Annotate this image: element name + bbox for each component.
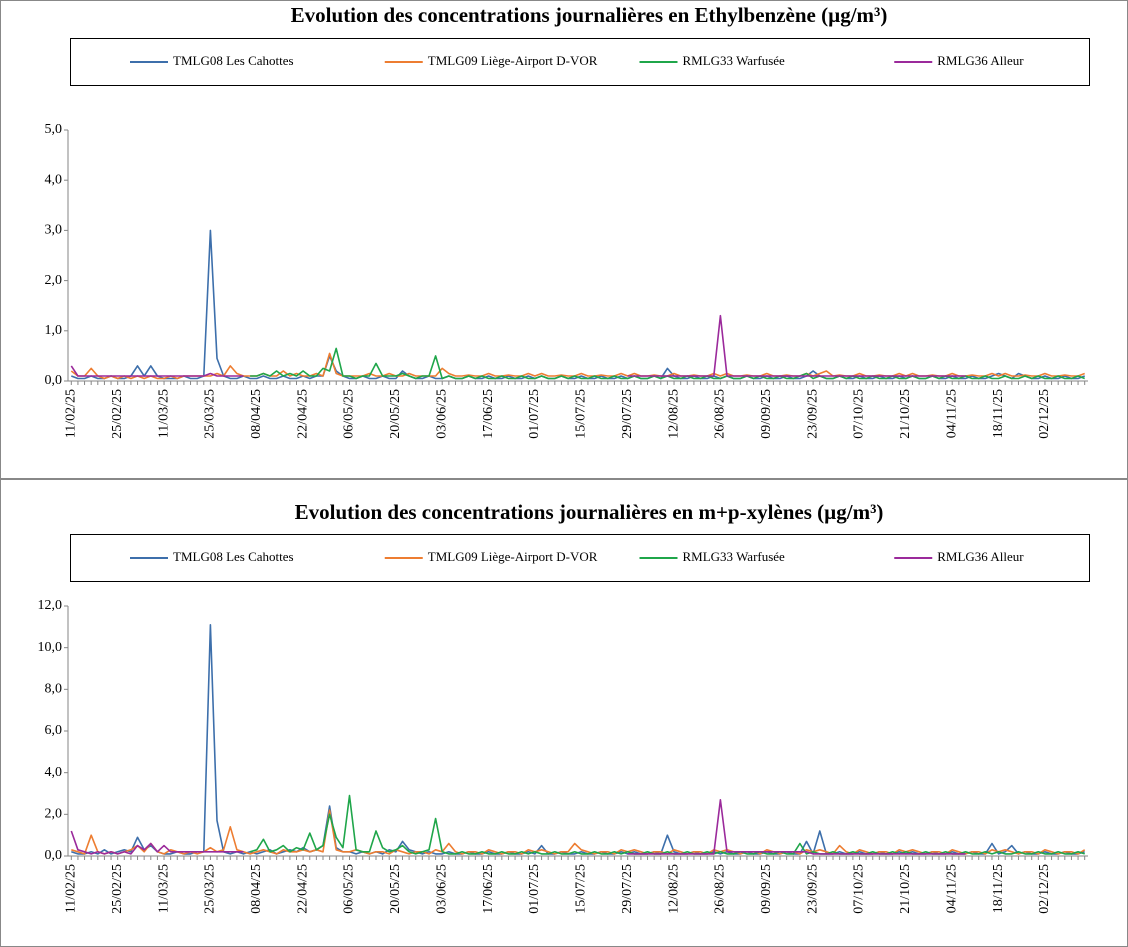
legend-label: TMLG09 Liège-Airport D-VOR xyxy=(428,53,598,68)
legend-label: RMLG33 Warfusée xyxy=(683,549,786,564)
x-tick-label: 23/09/25 xyxy=(805,864,820,914)
x-tick-label: 26/08/25 xyxy=(713,389,728,439)
x-tick-label: 09/09/25 xyxy=(759,864,774,914)
x-tick-label: 04/11/25 xyxy=(944,389,959,438)
legend-label: RMLG33 Warfusée xyxy=(683,53,786,68)
x-tick-label: 08/04/25 xyxy=(249,389,264,439)
legend-label: RMLG36 Alleur xyxy=(937,549,1024,564)
chart-title: Evolution des concentrations journalière… xyxy=(291,3,888,27)
x-tick-label: 02/12/25 xyxy=(1037,389,1052,439)
y-tick-label: 6,0 xyxy=(45,723,63,738)
y-tick-label: 1,0 xyxy=(45,323,63,338)
x-tick-label: 11/02/25 xyxy=(64,864,79,913)
x-tick-label: 09/09/25 xyxy=(759,389,774,439)
series-line xyxy=(70,799,966,855)
x-tick-label: 15/07/25 xyxy=(574,864,589,914)
y-tick-label: 0,0 xyxy=(45,848,63,863)
x-tick-label: 07/10/25 xyxy=(852,864,867,914)
series-line xyxy=(249,794,1085,855)
x-tick-label: 25/03/25 xyxy=(203,389,218,439)
x-tick-label: 25/02/25 xyxy=(110,389,125,439)
series-line xyxy=(71,809,1086,855)
x-tick-label: 03/06/25 xyxy=(434,389,449,439)
x-tick-label: 12/08/25 xyxy=(666,389,681,439)
x-tick-label: 25/03/25 xyxy=(203,864,218,914)
legend-label: TMLG09 Liège-Airport D-VOR xyxy=(428,549,598,564)
x-tick-label: 29/07/25 xyxy=(620,864,635,914)
x-tick-label: 01/07/25 xyxy=(527,864,542,914)
x-tick-label: 08/04/25 xyxy=(249,864,264,914)
legend-label: RMLG36 Alleur xyxy=(937,53,1024,68)
y-tick-label: 0,0 xyxy=(45,373,63,388)
x-tick-label: 15/07/25 xyxy=(574,389,589,439)
panel xyxy=(0,0,1128,479)
y-tick-label: 10,0 xyxy=(38,640,63,655)
x-tick-label: 22/04/25 xyxy=(295,389,310,439)
x-tick-label: 18/11/25 xyxy=(991,864,1006,913)
y-tick-label: 3,0 xyxy=(45,223,63,238)
x-tick-label: 17/06/25 xyxy=(481,389,496,439)
y-tick-label: 5,0 xyxy=(45,122,63,137)
x-tick-label: 29/07/25 xyxy=(620,389,635,439)
y-tick-label: 4,0 xyxy=(45,172,63,187)
x-tick-label: 12/08/25 xyxy=(666,864,681,914)
legend-label: TMLG08 Les Cahottes xyxy=(173,549,294,564)
x-tick-label: 06/05/25 xyxy=(342,864,357,914)
y-tick-label: 12,0 xyxy=(38,598,63,613)
x-tick-label: 11/03/25 xyxy=(156,864,171,913)
x-tick-label: 22/04/25 xyxy=(295,864,310,914)
series-line xyxy=(70,314,966,377)
x-tick-label: 18/11/25 xyxy=(991,389,1006,438)
y-tick-label: 2,0 xyxy=(45,807,63,822)
chart-title: Evolution des concentrations journalière… xyxy=(295,500,884,524)
x-tick-label: 04/11/25 xyxy=(944,864,959,913)
x-tick-label: 01/07/25 xyxy=(527,389,542,439)
x-tick-label: 26/08/25 xyxy=(713,864,728,914)
panel xyxy=(0,479,1128,947)
x-tick-label: 06/05/25 xyxy=(342,389,357,439)
x-tick-label: 07/10/25 xyxy=(852,389,867,439)
legend-label: TMLG08 Les Cahottes xyxy=(173,53,294,68)
x-tick-label: 11/03/25 xyxy=(156,389,171,438)
x-tick-label: 11/02/25 xyxy=(64,389,79,438)
x-tick-label: 03/06/25 xyxy=(434,864,449,914)
y-tick-label: 8,0 xyxy=(45,682,63,697)
x-tick-label: 20/05/25 xyxy=(388,864,403,914)
legend-box xyxy=(70,534,1090,582)
y-tick-label: 2,0 xyxy=(45,273,63,288)
x-tick-label: 25/02/25 xyxy=(110,864,125,914)
legend-box xyxy=(70,38,1090,86)
x-tick-label: 02/12/25 xyxy=(1037,864,1052,914)
x-tick-label: 21/10/25 xyxy=(898,389,913,439)
x-tick-label: 21/10/25 xyxy=(898,864,913,914)
x-tick-label: 23/09/25 xyxy=(805,389,820,439)
series-line xyxy=(70,352,1085,380)
x-tick-label: 20/05/25 xyxy=(388,389,403,439)
y-tick-label: 4,0 xyxy=(45,765,63,780)
x-tick-label: 17/06/25 xyxy=(481,864,496,914)
